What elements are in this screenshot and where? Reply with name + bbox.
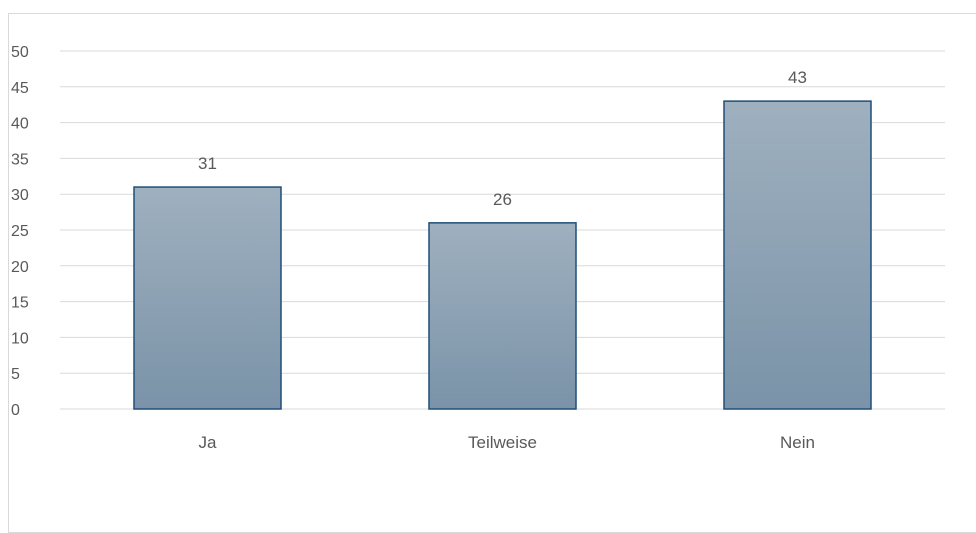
bar-chart: 0 5 10 15 20 25 30 35 40 45 50 31 26 43 Ja Teilweise N… — [11, 44, 945, 452]
y-tick-label: 15 — [11, 295, 29, 312]
y-tick-label: 0 — [11, 402, 20, 419]
y-tick-label: 25 — [11, 223, 29, 240]
y-tick-label: 30 — [11, 187, 29, 204]
y-tick-label: 35 — [11, 151, 29, 168]
bars — [133, 100, 872, 410]
y-tick-label: 5 — [11, 366, 20, 383]
y-tick-label: 40 — [11, 116, 29, 133]
y-tick-label: 45 — [11, 80, 29, 97]
y-tick-label: 10 — [11, 330, 29, 347]
data-label: 43 — [788, 68, 807, 87]
data-labels: 31 26 43 — [198, 68, 807, 209]
x-category-label: Ja — [199, 433, 218, 452]
bar-ja — [133, 186, 282, 410]
x-category-label: Nein — [780, 433, 815, 452]
y-axis-ticks: 0 5 10 15 20 25 30 35 40 45 50 — [11, 44, 29, 419]
x-category-label: Teilweise — [468, 433, 537, 452]
bar-nein — [723, 100, 872, 410]
bar-teilweise — [428, 222, 577, 410]
y-tick-label: 20 — [11, 259, 29, 276]
data-label: 26 — [493, 190, 512, 209]
x-axis-categories: Ja Teilweise Nein — [199, 433, 815, 452]
y-tick-label: 50 — [11, 44, 29, 61]
data-label: 31 — [198, 154, 217, 173]
